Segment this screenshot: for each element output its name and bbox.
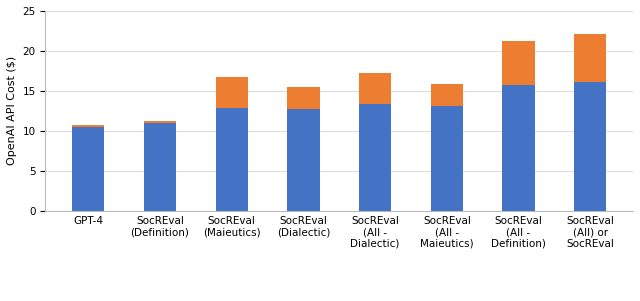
- Bar: [72, 125, 104, 127]
- Bar: [216, 77, 248, 108]
- Bar: [144, 121, 176, 123]
- Bar: [144, 123, 176, 211]
- Bar: [287, 87, 319, 109]
- Bar: [72, 127, 104, 211]
- Bar: [502, 41, 534, 85]
- Bar: [574, 82, 606, 211]
- Bar: [431, 106, 463, 211]
- Bar: [287, 109, 319, 211]
- Bar: [574, 34, 606, 82]
- Bar: [216, 108, 248, 211]
- Bar: [359, 104, 391, 211]
- Bar: [359, 73, 391, 104]
- Bar: [431, 84, 463, 106]
- Y-axis label: OpenAI API Cost ($): OpenAI API Cost ($): [7, 56, 17, 165]
- Bar: [502, 85, 534, 211]
